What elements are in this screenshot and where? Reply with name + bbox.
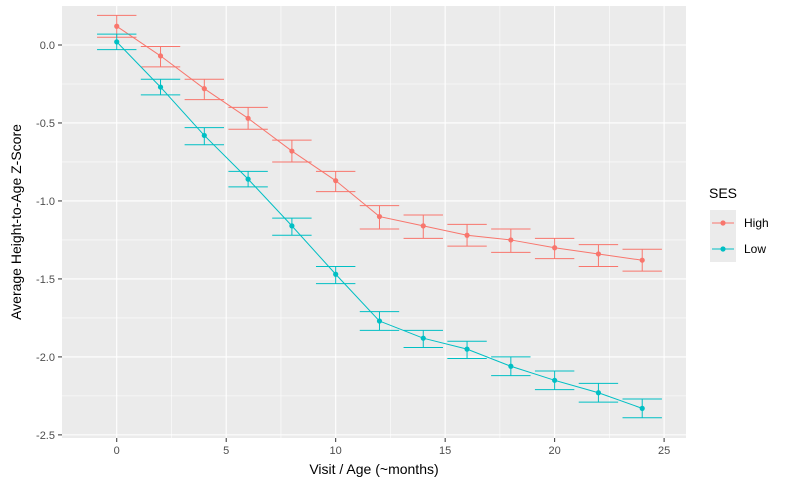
data-point-high <box>201 86 207 92</box>
x-tick-label: 10 <box>330 445 342 457</box>
y-axis-title: Average Height-to-Age Z-Score <box>8 124 24 320</box>
data-point-low <box>245 176 251 182</box>
legend-point-high <box>720 220 726 226</box>
data-point-low <box>157 84 164 90</box>
y-axis: 0.0 -0.5 -1.0 -1.5 -2.0 -2.5 <box>36 40 62 442</box>
data-point-high <box>552 245 558 251</box>
data-point-low <box>595 390 602 396</box>
legend-item-low: Low <box>710 236 766 262</box>
y-tick-label: -1.5 <box>36 274 55 286</box>
y-tick-label: -0.5 <box>36 118 55 130</box>
data-point-high <box>639 257 645 263</box>
data-point-high <box>333 178 339 184</box>
data-point-low <box>114 39 120 45</box>
data-point-low <box>552 377 558 383</box>
legend-label-low: Low <box>744 242 766 256</box>
data-point-low <box>201 132 207 139</box>
x-tick-label: 5 <box>223 445 229 457</box>
data-point-high <box>245 115 251 121</box>
x-axis: 0 5 10 15 20 25 <box>114 438 670 457</box>
data-point-high <box>157 53 164 59</box>
legend-item-high: High <box>710 210 769 236</box>
x-tick-label: 0 <box>114 445 120 457</box>
data-point-low <box>639 405 645 411</box>
data-point-low <box>464 346 470 352</box>
data-point-low <box>333 271 339 277</box>
data-point-high <box>464 232 470 238</box>
data-point-high <box>289 148 295 154</box>
data-point-high <box>114 23 120 29</box>
legend: SES High Low <box>709 185 769 262</box>
data-point-low <box>508 363 514 369</box>
legend-point-low <box>720 246 726 252</box>
legend-items: High Low <box>710 210 769 262</box>
y-tick-label: -2.0 <box>36 352 55 364</box>
plot-panel <box>62 6 686 438</box>
series-layer <box>97 14 662 419</box>
data-point-high <box>420 223 426 229</box>
data-point-high <box>508 237 514 243</box>
series-high <box>97 14 662 272</box>
grid-minor <box>62 6 686 438</box>
series-low <box>97 33 662 419</box>
grid-major <box>62 6 686 438</box>
data-point-low <box>289 223 295 229</box>
data-point-low <box>376 318 383 324</box>
data-point-high <box>595 251 602 257</box>
legend-label-high: High <box>744 216 769 230</box>
y-tick-label: 0.0 <box>40 40 55 52</box>
x-tick-label: 20 <box>549 445 561 457</box>
y-tick-label: -2.5 <box>36 430 55 442</box>
x-tick-label: 15 <box>439 445 451 457</box>
y-tick-label: -1.0 <box>36 196 55 208</box>
data-point-high <box>376 213 383 220</box>
legend-title: SES <box>709 185 737 201</box>
data-point-low <box>420 335 426 341</box>
x-tick-label: 25 <box>658 445 670 457</box>
x-axis-title: Visit / Age (~months) <box>309 461 438 477</box>
